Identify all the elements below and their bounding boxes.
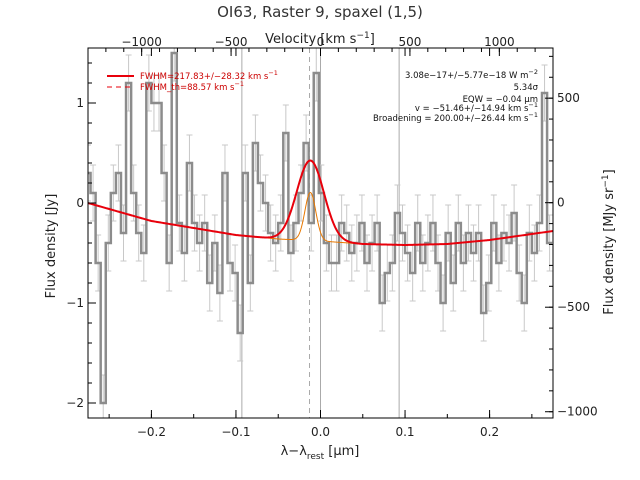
right-tick-label: −1000 [557,405,598,419]
y-tick-label: 0 [76,196,84,210]
annotation-significance: 5.34σ [514,83,539,93]
fit-line [88,159,553,247]
x-tick-label: 0.2 [480,425,499,439]
y-tick-label: 1 [76,96,84,110]
annotation-line-flux: 3.08e−17+/−5.77e−18 W m−2 [405,68,538,81]
right-tick-label: −500 [557,300,590,314]
instrumental-profile-line [259,191,361,245]
spectrum-line [88,51,553,405]
x-tick-label: 0.0 [311,425,330,439]
legend-label-fwhm: FWHM=217.83+/−28.32 km s−1 [140,69,278,82]
top-axis-label: Velocity [km s−1] [265,31,375,47]
legend: FWHM=217.83+/−28.32 km s−1 FWHM_th=88.57… [107,69,278,93]
chart-title: OI63, Raster 9, spaxel (1,5) [217,3,423,21]
fit-annotations: 3.08e−17+/−5.77e−18 W m−2 5.34σ EQW = −0… [373,68,539,124]
velocity-tick-label: −500 [215,35,248,49]
right-tick-label: 500 [557,91,580,105]
right-axis-label: Flux density [MJy sr−1] [601,169,617,314]
y-axis-label: Flux density [Jy] [44,194,59,299]
x-tick-label: 0.1 [395,425,414,439]
annotation-eqw: EQW = −0.04 μm [463,95,538,105]
right-tick-label: 0 [557,196,565,210]
legend-label-fwhm-th: FWHM_th=88.57 km s−1 [140,80,244,93]
y-tick-label: −2 [66,396,84,410]
plot-content [88,48,553,418]
x-tick-label: −0.1 [221,425,250,439]
velocity-tick-label: −1000 [121,35,162,49]
axes: −0.2 −0.1 0.0 0.1 0.2 −1000 −500 0 500 1000 −2 −1 0 1… [66,35,597,439]
velocity-tick-label: 500 [398,35,421,49]
x-tick-label: −0.2 [137,425,166,439]
plot-area [88,48,553,418]
y-tick-label: −1 [66,296,84,310]
x-axis-label: λ−λrest [μm] [281,444,360,462]
velocity-tick-label: 0 [317,35,325,49]
annotation-velocity: v = −51.46+/−14.94 km s−1 [415,101,538,114]
annotation-broadening: Broadening = 200.00+/−26.44 km s−1 [373,111,538,124]
velocity-tick-label: 1000 [484,35,515,49]
